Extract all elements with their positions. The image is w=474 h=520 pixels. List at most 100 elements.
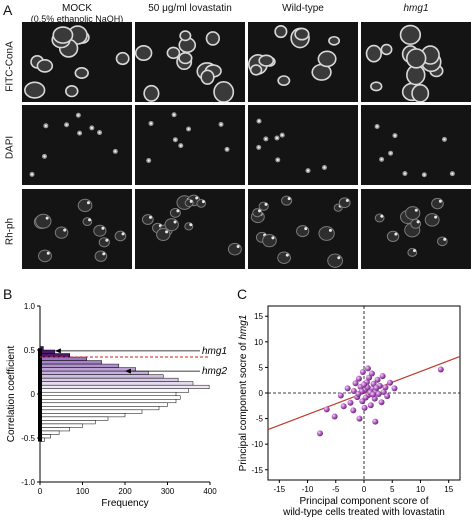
actin-patch: [121, 232, 125, 236]
micrograph-image: [248, 22, 358, 102]
scatter-point: [355, 375, 362, 382]
scatter-point: [323, 406, 330, 413]
cell: [405, 206, 421, 220]
x-tick-label: -5: [332, 485, 340, 494]
histogram-bar: [39, 367, 136, 372]
cell: [35, 213, 52, 229]
y-tick-label: 10: [254, 338, 263, 347]
observed-distribution-strip: [38, 348, 42, 442]
micrograph-image: [248, 105, 358, 185]
cell: [327, 253, 344, 268]
cell: [365, 44, 382, 63]
histogram-bar: [39, 363, 119, 368]
nucleus-dot: [219, 123, 223, 126]
actin-patch: [45, 216, 49, 220]
panel-b-label: B: [3, 286, 13, 302]
y-tick-label: 0.5: [24, 346, 36, 355]
cell: [77, 198, 93, 213]
actin-patch: [46, 251, 50, 255]
cell: [424, 213, 440, 227]
cell: [37, 249, 52, 263]
scatter-point: [361, 404, 368, 411]
nucleus-dot: [380, 158, 383, 161]
cell: [54, 226, 69, 239]
x-tick-label: 300: [161, 487, 175, 496]
actin-patch: [189, 199, 193, 203]
micrograph-image: [22, 22, 132, 102]
actin-patch: [148, 215, 152, 219]
histogram-bar: [39, 360, 102, 365]
cell: [164, 218, 179, 232]
nucleus-dot: [44, 124, 47, 127]
scatter-point: [362, 394, 369, 401]
actin-patch: [105, 238, 109, 242]
histogram-bar: [39, 423, 83, 428]
cell: [281, 195, 293, 206]
x-tick-label: 15: [444, 485, 453, 494]
histogram-bar: [39, 409, 143, 414]
cell: [262, 233, 277, 248]
nucleus-dot: [225, 148, 229, 151]
nucleus-dot: [149, 122, 153, 125]
histogram-bar: [39, 388, 189, 393]
scatter-point: [331, 413, 338, 420]
cell: [258, 54, 275, 67]
cell: [65, 85, 79, 98]
nucleus-dot: [30, 173, 34, 176]
histogram-bar: [39, 413, 126, 418]
cell: [431, 197, 444, 210]
nucleus-dot: [393, 134, 397, 137]
y-tick-label: -10: [251, 440, 263, 449]
micrograph-image: [361, 22, 471, 102]
histogram-bar: [39, 420, 96, 425]
cell: [205, 31, 220, 46]
nucleus-dot: [187, 127, 190, 131]
scatter-point: [340, 403, 347, 410]
cell: [178, 52, 193, 65]
column-header-mock-sublabel: (0.5% ethanolic NaOH): [30, 14, 124, 24]
x-tick-label: 0: [362, 485, 367, 494]
y-tick-label: 0: [259, 389, 264, 398]
nucleus-dot: [306, 169, 310, 172]
actin-patch: [380, 214, 384, 218]
actin-patch: [86, 201, 90, 205]
scatter-point: [347, 399, 354, 406]
cell: [399, 24, 422, 45]
cell: [249, 64, 263, 76]
actin-patch: [201, 200, 205, 204]
cell: [93, 224, 107, 237]
x-axis-label: Frequency: [101, 498, 148, 509]
cell: [213, 81, 235, 102]
cell: [200, 69, 215, 85]
actin-patch: [258, 209, 262, 213]
y-tick-label: 1.0: [24, 302, 36, 311]
actin-patch: [287, 197, 291, 201]
scatter-point: [370, 391, 377, 398]
nucleus-dot: [78, 132, 81, 135]
cell: [277, 251, 291, 264]
nucleus-dot: [257, 120, 261, 123]
scatter-point: [373, 384, 380, 391]
histogram-bar: [39, 391, 177, 397]
column-header-wildtype: Wild-type: [282, 3, 324, 14]
x-axis-label-line2: wild-type cells treated with lovastatin: [282, 507, 445, 518]
actin-patch: [271, 236, 275, 240]
actin-patch: [101, 226, 105, 230]
x-tick-label: 100: [76, 487, 90, 496]
cell: [294, 27, 310, 41]
nucleus-dot: [98, 131, 101, 134]
scatter-point: [367, 402, 374, 409]
scatter-point: [378, 399, 385, 406]
micrograph-image: [22, 105, 132, 185]
histogram-bar: [39, 416, 109, 421]
nucleus-dot: [147, 159, 150, 162]
cell: [114, 230, 127, 242]
cell: [98, 237, 110, 248]
cell: [115, 51, 130, 66]
actin-patch: [102, 252, 106, 256]
nucleus-dot: [114, 150, 117, 153]
nucleus-dot: [174, 138, 177, 141]
x-tick-label: 5: [390, 485, 395, 494]
scatter-point: [391, 385, 398, 392]
actin-patch: [412, 249, 416, 253]
